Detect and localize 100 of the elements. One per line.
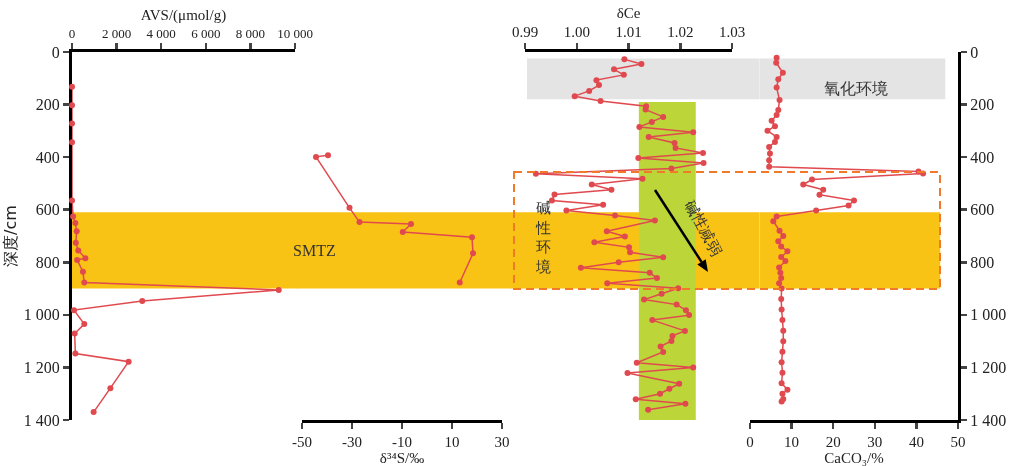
- point: [71, 330, 78, 337]
- x-tick-label: -10: [392, 434, 412, 450]
- x-axis-title: AVS/(μmol/g): [140, 7, 227, 25]
- point: [808, 176, 815, 183]
- x-tick-label: 1.03: [718, 24, 746, 40]
- y-tick-label: 800: [970, 253, 995, 271]
- point: [79, 268, 86, 275]
- point: [778, 380, 785, 387]
- point: [784, 386, 791, 393]
- x-tick-label: 8 000: [235, 25, 266, 41]
- point: [81, 321, 88, 328]
- x-tick-label: 10: [444, 434, 460, 450]
- point: [778, 296, 785, 303]
- y-tick-label: 600: [35, 201, 60, 219]
- x-tick-label: 1.02: [667, 24, 694, 40]
- point: [776, 264, 783, 271]
- y-tick-label: 400: [970, 148, 995, 166]
- point: [469, 234, 475, 241]
- point: [776, 280, 783, 287]
- point: [346, 204, 353, 211]
- point: [69, 120, 75, 127]
- x-tick-label: 6 000: [191, 25, 221, 41]
- point: [766, 150, 773, 157]
- point: [775, 238, 782, 245]
- point: [776, 97, 783, 104]
- point: [69, 102, 75, 109]
- point: [70, 213, 77, 220]
- point: [773, 59, 780, 66]
- point: [69, 83, 75, 90]
- point: [764, 127, 771, 134]
- point: [470, 250, 476, 257]
- y-tick-label: 400: [35, 148, 60, 166]
- point: [776, 227, 783, 234]
- point: [800, 181, 807, 188]
- point: [778, 275, 785, 282]
- point: [313, 153, 319, 160]
- band-label: 氧化环境: [824, 79, 888, 98]
- point: [768, 117, 775, 124]
- x-tick-label: 40: [908, 434, 924, 450]
- point: [779, 369, 786, 376]
- point: [777, 269, 784, 276]
- point: [69, 197, 75, 204]
- point: [780, 233, 787, 239]
- point: [399, 229, 406, 236]
- point: [845, 202, 852, 209]
- point: [780, 327, 787, 334]
- y-axis-title: 深度/cm: [0, 205, 20, 267]
- point: [779, 390, 786, 397]
- point: [775, 76, 782, 83]
- point: [766, 143, 773, 150]
- point: [766, 157, 773, 164]
- x-tick-label: 0: [746, 434, 754, 450]
- point: [778, 359, 785, 366]
- x-axis-title: CaCO₃/%: [824, 450, 884, 466]
- x-tick-label: 4 000: [146, 25, 176, 41]
- point: [779, 317, 786, 324]
- point: [69, 139, 75, 146]
- point: [275, 286, 282, 293]
- point: [773, 133, 780, 140]
- point: [775, 107, 782, 114]
- y-tick-label: 1 000: [970, 306, 1007, 324]
- x-tick-label: 10 000: [277, 25, 313, 41]
- point: [75, 247, 82, 254]
- x-tick-label: 20: [825, 434, 841, 450]
- annotation: 碱性减弱: [680, 197, 726, 259]
- x-tick-label: 2 000: [101, 25, 132, 41]
- point: [773, 112, 780, 119]
- point: [773, 54, 780, 61]
- point: [851, 197, 857, 204]
- point: [107, 385, 114, 392]
- point: [778, 254, 785, 261]
- x-tick-label: 0.99: [511, 24, 539, 40]
- y-tick-label: 1 400: [970, 411, 1007, 429]
- point: [784, 248, 791, 255]
- x-tick-label: 1.01: [615, 24, 642, 40]
- x-tick-label: 50: [950, 434, 966, 450]
- y-tick-label: 1 400: [23, 411, 60, 429]
- y-tick-label: 1 000: [23, 306, 60, 324]
- x-tick-label: 10: [784, 434, 800, 450]
- y-tick-label: 1 200: [23, 359, 60, 377]
- point: [813, 207, 820, 214]
- y-tick-label: 0: [970, 43, 979, 61]
- y-tick-label: 0: [51, 43, 60, 61]
- point: [356, 219, 363, 226]
- point: [820, 186, 827, 193]
- point: [73, 228, 80, 235]
- point: [408, 220, 414, 227]
- point: [72, 239, 79, 246]
- x-tick-label: -50: [292, 434, 312, 450]
- point: [82, 255, 89, 262]
- point: [72, 350, 79, 357]
- x-tick-label: 0: [68, 25, 76, 41]
- y-tick-label: 200: [970, 96, 995, 114]
- y-tick-label: 200: [35, 96, 60, 114]
- x-tick-label: 30: [494, 434, 510, 450]
- point: [778, 243, 785, 250]
- point: [125, 358, 132, 365]
- x-axis-title: δCe: [616, 5, 641, 22]
- x-axis-title: δ³⁴S/‰: [379, 450, 425, 466]
- point: [773, 84, 780, 91]
